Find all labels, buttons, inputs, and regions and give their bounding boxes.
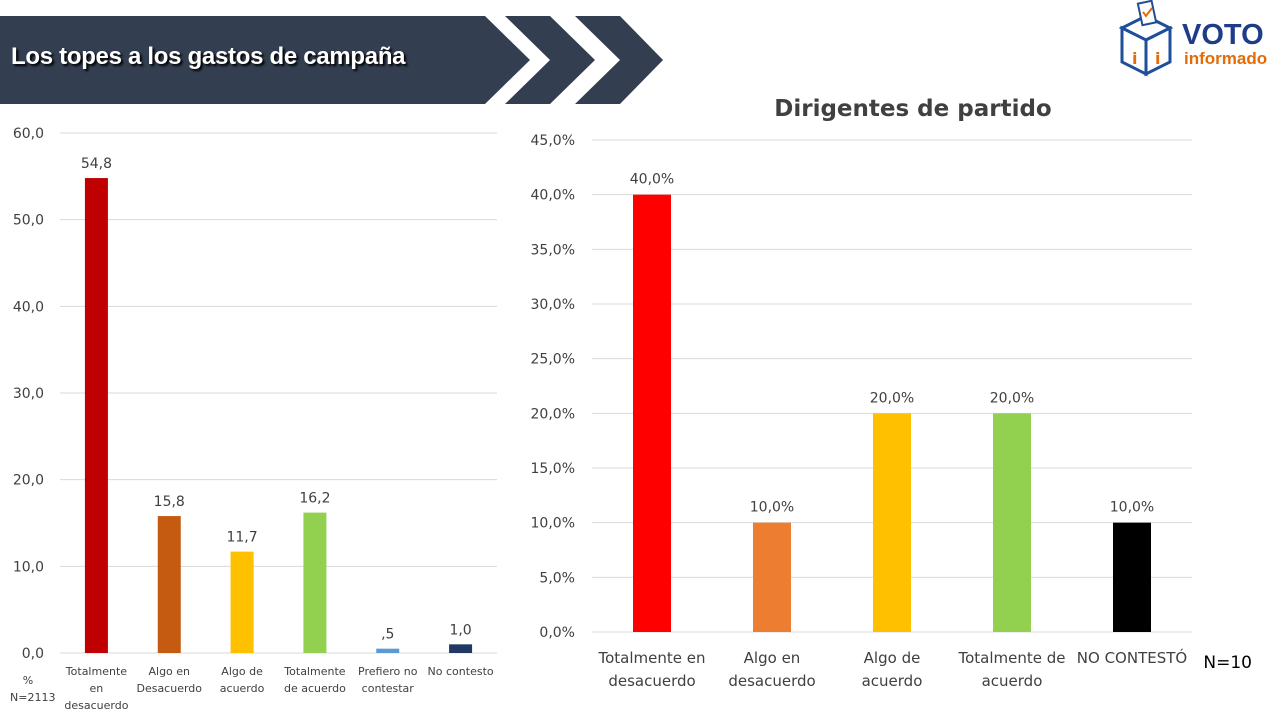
x-tick-label: NO CONTESTÓ [1077, 648, 1187, 667]
bar [230, 551, 254, 653]
x-tick-label: acuerdo [220, 682, 265, 695]
y-tick-label: 30,0% [531, 297, 575, 313]
data-label: ,5 [381, 627, 394, 643]
y-tick-label: 60,0 [13, 126, 44, 142]
y-axis-label: % [23, 674, 33, 687]
data-label: 10,0% [1110, 500, 1154, 516]
bar [376, 648, 400, 653]
x-tick-label: desacuerdo [728, 672, 815, 690]
voto-informado-logo: i i VOTO informado [1112, 0, 1280, 84]
right-bar-chart: Dirigentes de partido 0,0% 5,0% 10,0% 15,0% 2… [531, 96, 1252, 690]
y-tick-label: 25,0% [531, 352, 575, 368]
data-label: 15,8 [154, 494, 185, 510]
bar [633, 194, 671, 632]
y-tick-label: 15,0% [531, 461, 575, 477]
y-tick-label: 40,0 [13, 299, 44, 315]
bar [1113, 522, 1151, 632]
y-tick-label: 10,0 [13, 559, 44, 575]
y-tick-label: 35,0% [531, 242, 575, 258]
left-bar-chart: 0,0 10,0 20,0 30,0 40,0 50,0 60,0 54,8 Totalment… [10, 126, 497, 712]
header-banner: Los topes a los gastos de campaña [0, 0, 700, 110]
y-tick-label: 5,0% [539, 570, 575, 586]
x-tick-label: Desacuerdo [136, 682, 202, 695]
x-tick-label: Totalmente en [598, 649, 706, 667]
x-tick-label: acuerdo [862, 672, 923, 690]
data-label: 1,0 [449, 622, 471, 638]
x-tick-label: desacuerdo [64, 699, 128, 712]
x-tick-label: Prefiero no [358, 665, 418, 678]
x-tick-label: Algo de [864, 649, 921, 667]
y-tick-label: 40,0% [531, 188, 575, 204]
y-tick-label: 20,0% [531, 406, 575, 422]
data-label: 40,0% [630, 172, 674, 188]
chart-title: Dirigentes de partido [774, 96, 1051, 122]
x-tick-label: desacuerdo [608, 672, 695, 690]
ballot-box-icon: i i VOTO informado [1118, 0, 1267, 77]
y-tick-label: 0,0% [539, 625, 575, 641]
svg-text:i: i [1132, 49, 1137, 68]
banner-chevrons [0, 16, 663, 104]
x-tick-label: Algo en [744, 649, 801, 667]
y-tick-label: 20,0 [13, 473, 44, 489]
data-label: 20,0% [990, 390, 1034, 406]
bar [84, 178, 108, 654]
x-tick-label: Algo en [148, 665, 190, 678]
bar [993, 413, 1031, 632]
sample-size-note: N=10 [1203, 653, 1252, 673]
x-tick-label: contestar [362, 682, 415, 695]
y-tick-label: 45,0% [531, 133, 575, 149]
y-tick-label: 50,0 [13, 213, 44, 229]
data-label: 10,0% [750, 500, 794, 516]
bar [753, 522, 791, 632]
page-title: Los topes a los gastos de campaña [11, 43, 406, 70]
x-tick-label: acuerdo [982, 672, 1043, 690]
y-tick-label: 30,0 [13, 386, 44, 402]
bar [449, 644, 473, 653]
bar [157, 516, 181, 653]
logo-word-informado: informado [1184, 49, 1267, 68]
svg-text:i: i [1155, 49, 1160, 68]
x-tick-label: Totalmente [65, 665, 127, 678]
data-label: 20,0% [870, 390, 914, 406]
x-tick-label: Totalmente [283, 665, 345, 678]
x-tick-label: de acuerdo [284, 682, 346, 695]
bar [303, 512, 327, 653]
x-tick-label: Totalmente de [957, 649, 1065, 667]
data-label: 16,2 [299, 491, 330, 507]
y-tick-label: 0,0 [22, 646, 44, 662]
y-tick-label: 10,0% [531, 516, 575, 532]
x-tick-label: en [90, 682, 104, 695]
logo-word-voto: VOTO [1182, 19, 1264, 51]
data-label: 54,8 [81, 156, 112, 172]
data-label: 11,7 [226, 530, 257, 546]
sample-size-note: N=2113 [10, 691, 55, 704]
bar [873, 413, 911, 632]
x-tick-label: Algo de [221, 665, 263, 678]
x-tick-label: No contesto [428, 665, 494, 678]
